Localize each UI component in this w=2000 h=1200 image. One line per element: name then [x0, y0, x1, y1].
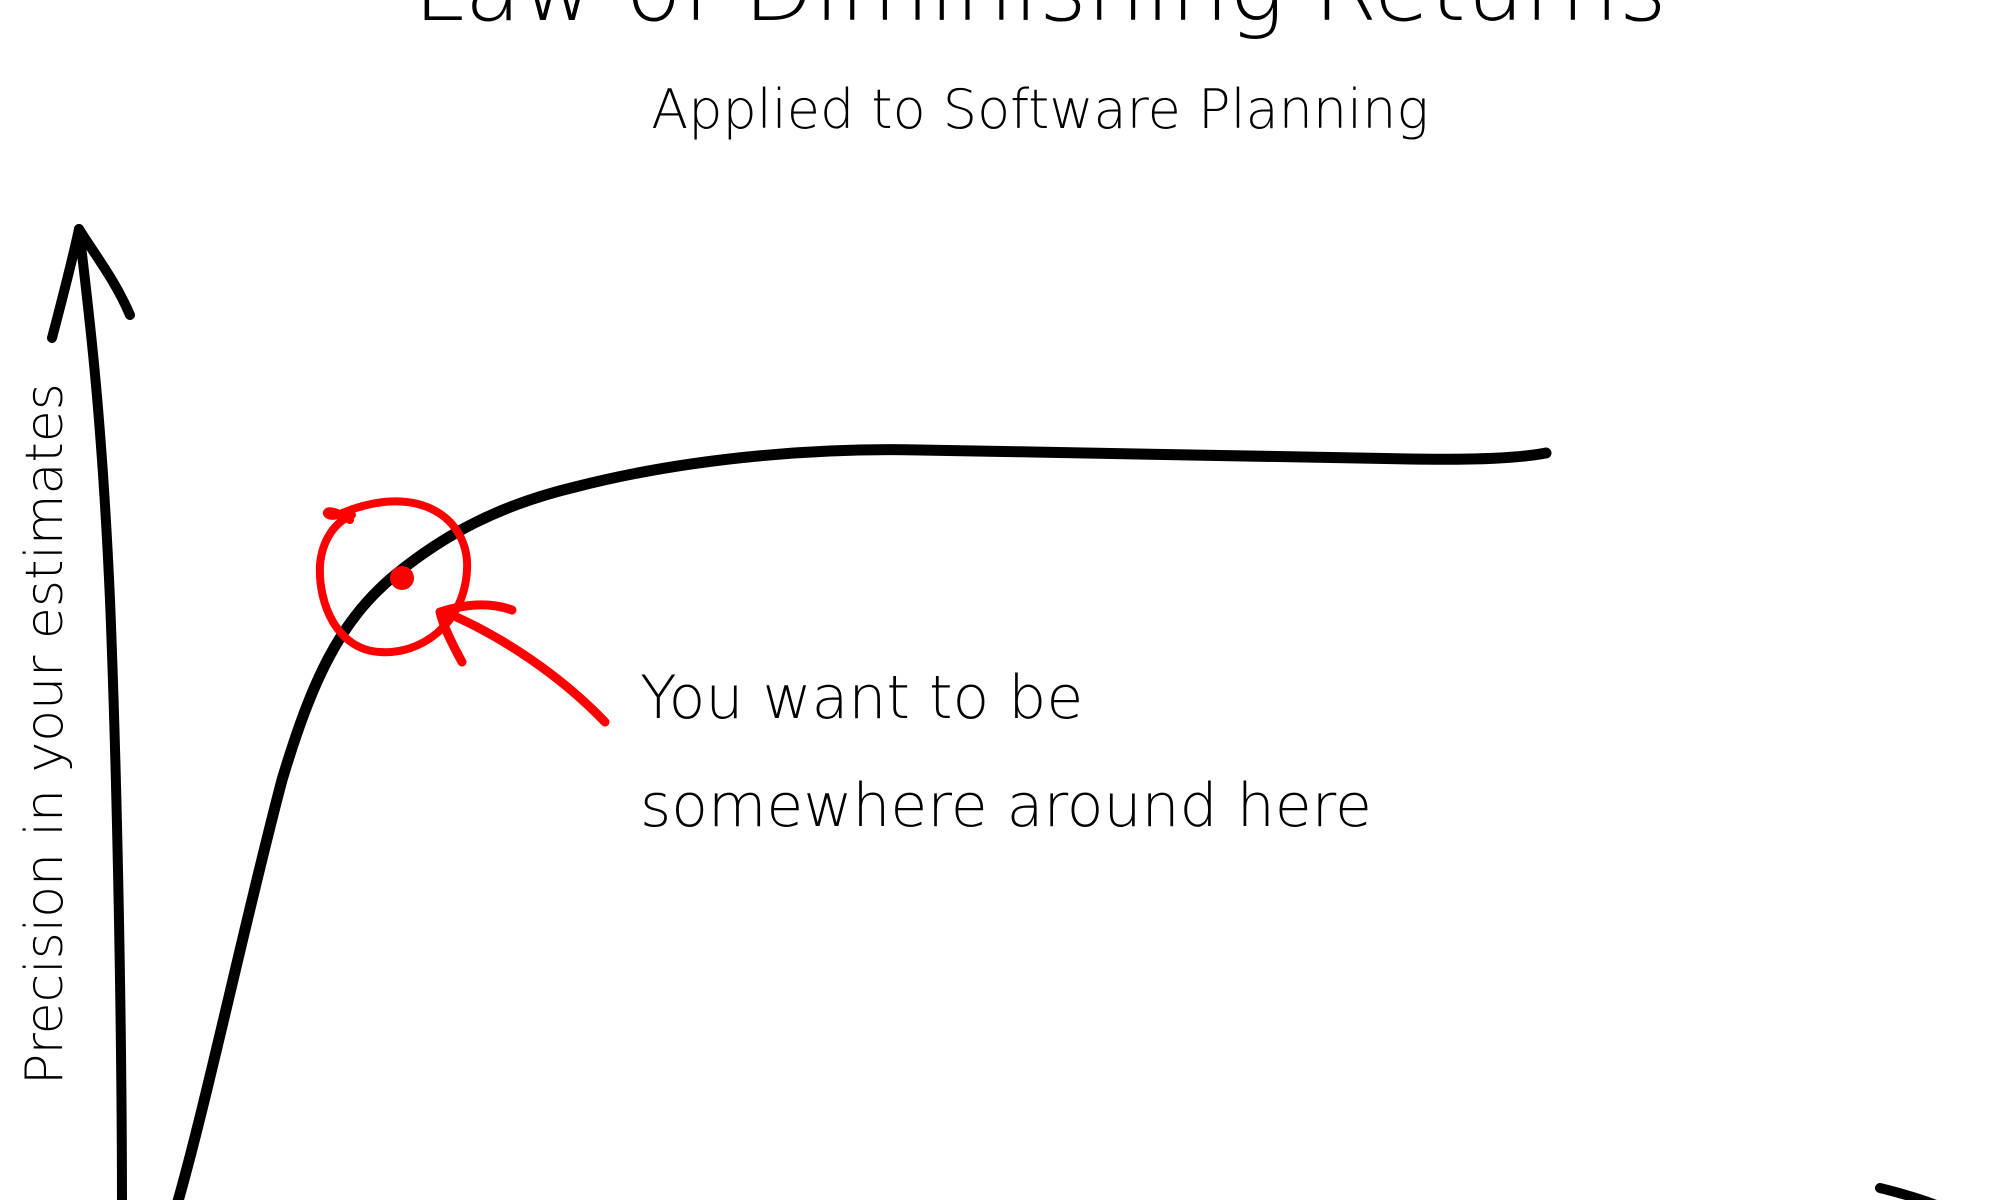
- highlight-circle: [315, 497, 472, 657]
- y-axis-label: Precision in your estimates: [15, 383, 75, 1085]
- annotation-line-2: somewhere around here: [640, 771, 1372, 841]
- diagram-subtitle: Applied to Software Planning: [651, 78, 1429, 141]
- y-axis-line: [74, 224, 127, 1200]
- annotation-line-1: You want to be: [640, 663, 1083, 733]
- pointer-arrow-shaft: [440, 607, 610, 727]
- y-axis-arrowhead: [47, 224, 135, 343]
- returns-curve: [172, 444, 1552, 1200]
- diagram-title: Law of Diminishing Returns: [413, 0, 1666, 42]
- x-axis-arrowhead: [1875, 1183, 1937, 1200]
- highlight-dot: [390, 566, 414, 590]
- pointer-arrowhead: [435, 600, 517, 667]
